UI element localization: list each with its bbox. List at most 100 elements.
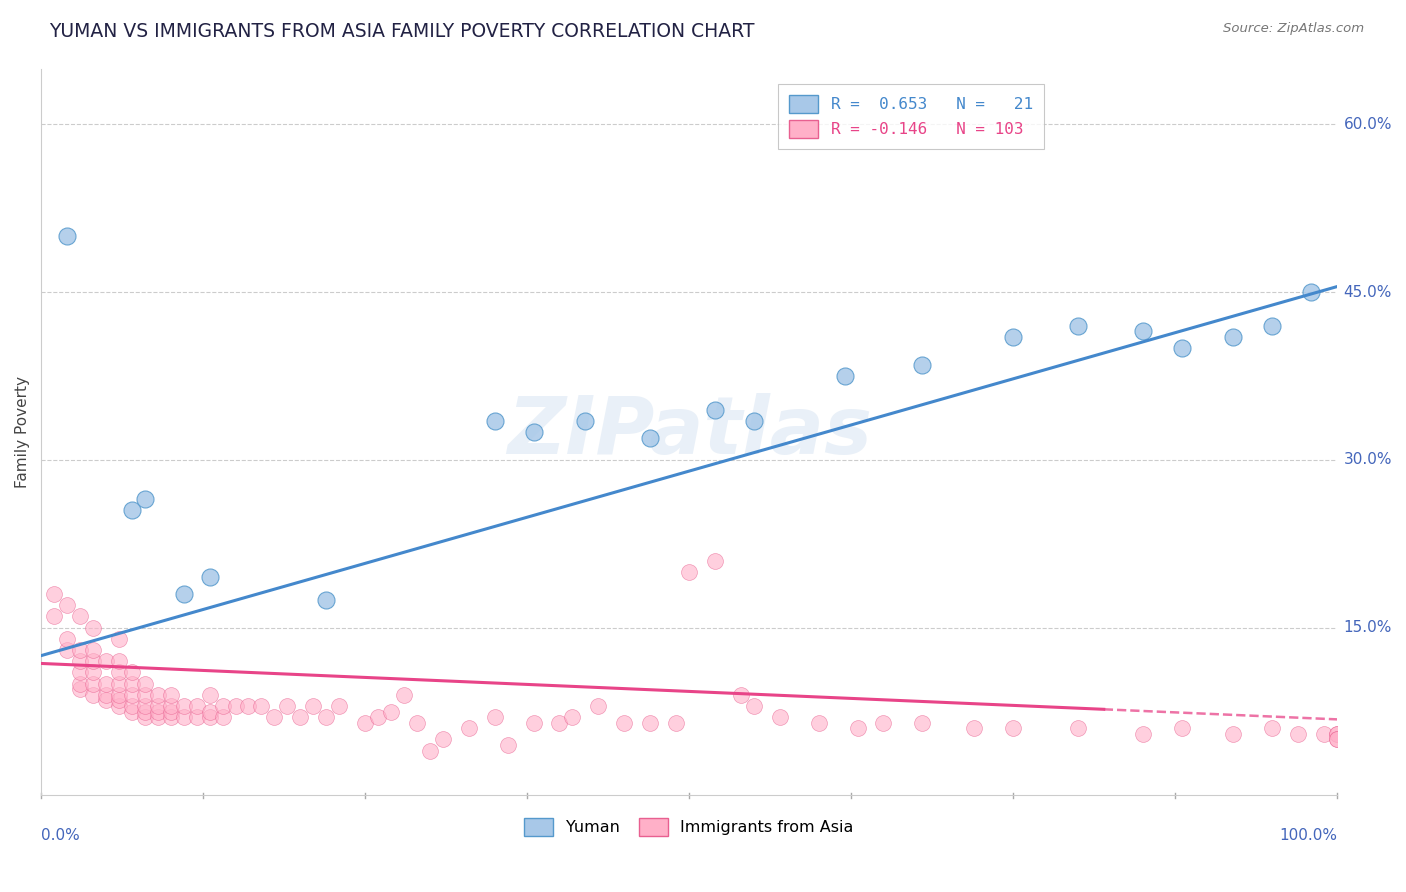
Point bbox=[1170, 341, 1192, 355]
Point bbox=[250, 698, 273, 713]
Point bbox=[1326, 727, 1348, 741]
Text: 30.0%: 30.0% bbox=[1344, 452, 1392, 467]
Point bbox=[638, 431, 661, 445]
Point bbox=[121, 676, 143, 690]
Point bbox=[42, 609, 65, 624]
Point bbox=[146, 705, 169, 719]
Point bbox=[82, 621, 104, 635]
Point bbox=[69, 654, 91, 668]
Point bbox=[1067, 721, 1090, 735]
Point bbox=[911, 358, 934, 372]
Point bbox=[108, 665, 131, 680]
Point bbox=[769, 710, 792, 724]
Text: 0.0%: 0.0% bbox=[41, 828, 80, 843]
Point bbox=[134, 698, 156, 713]
Point bbox=[588, 698, 610, 713]
Point bbox=[121, 665, 143, 680]
Point bbox=[56, 229, 79, 244]
Point bbox=[1261, 318, 1284, 333]
Point bbox=[56, 599, 79, 613]
Point bbox=[302, 698, 325, 713]
Point bbox=[419, 744, 441, 758]
Point bbox=[367, 710, 389, 724]
Point bbox=[1132, 324, 1154, 338]
Point bbox=[290, 710, 312, 724]
Point bbox=[121, 698, 143, 713]
Point bbox=[121, 705, 143, 719]
Point bbox=[94, 693, 117, 707]
Text: Source: ZipAtlas.com: Source: ZipAtlas.com bbox=[1223, 22, 1364, 36]
Point bbox=[704, 553, 727, 567]
Point bbox=[134, 710, 156, 724]
Point bbox=[238, 698, 260, 713]
Point bbox=[1170, 721, 1192, 735]
Point bbox=[432, 732, 454, 747]
Point bbox=[730, 688, 752, 702]
Point bbox=[328, 698, 350, 713]
Point bbox=[198, 705, 221, 719]
Point bbox=[638, 715, 661, 730]
Point bbox=[406, 715, 429, 730]
Point bbox=[704, 402, 727, 417]
Point bbox=[69, 676, 91, 690]
Point bbox=[173, 710, 195, 724]
Point bbox=[134, 688, 156, 702]
Point bbox=[457, 721, 479, 735]
Point bbox=[186, 698, 208, 713]
Point bbox=[548, 715, 571, 730]
Point bbox=[834, 369, 856, 384]
Point bbox=[42, 587, 65, 601]
Point bbox=[1326, 727, 1348, 741]
Point bbox=[94, 688, 117, 702]
Point bbox=[911, 715, 934, 730]
Text: 100.0%: 100.0% bbox=[1279, 828, 1337, 843]
Legend: Yuman, Immigrants from Asia: Yuman, Immigrants from Asia bbox=[517, 812, 860, 842]
Point bbox=[56, 643, 79, 657]
Point bbox=[134, 491, 156, 506]
Point bbox=[665, 715, 688, 730]
Point bbox=[69, 643, 91, 657]
Point bbox=[1222, 727, 1244, 741]
Point bbox=[963, 721, 986, 735]
Point bbox=[1326, 732, 1348, 747]
Point bbox=[69, 682, 91, 697]
Point bbox=[82, 676, 104, 690]
Point bbox=[1286, 727, 1309, 741]
Point bbox=[1313, 727, 1336, 741]
Point bbox=[276, 698, 298, 713]
Point bbox=[159, 705, 181, 719]
Point bbox=[186, 710, 208, 724]
Point bbox=[173, 698, 195, 713]
Point bbox=[82, 654, 104, 668]
Point bbox=[561, 710, 583, 724]
Point bbox=[742, 698, 765, 713]
Point bbox=[613, 715, 636, 730]
Point bbox=[108, 688, 131, 702]
Point bbox=[159, 688, 181, 702]
Point bbox=[108, 693, 131, 707]
Point bbox=[146, 710, 169, 724]
Point bbox=[1002, 330, 1025, 344]
Point bbox=[69, 609, 91, 624]
Point bbox=[146, 688, 169, 702]
Point bbox=[1067, 318, 1090, 333]
Point bbox=[1326, 732, 1348, 747]
Point bbox=[134, 705, 156, 719]
Point bbox=[211, 698, 233, 713]
Point bbox=[159, 710, 181, 724]
Point bbox=[807, 715, 830, 730]
Point bbox=[484, 414, 506, 428]
Point bbox=[94, 654, 117, 668]
Point bbox=[263, 710, 285, 724]
Text: ZIPatlas: ZIPatlas bbox=[506, 393, 872, 471]
Point bbox=[380, 705, 402, 719]
Point bbox=[224, 698, 246, 713]
Point bbox=[134, 676, 156, 690]
Point bbox=[146, 698, 169, 713]
Point bbox=[872, 715, 894, 730]
Point bbox=[121, 688, 143, 702]
Text: 60.0%: 60.0% bbox=[1344, 117, 1392, 132]
Point bbox=[211, 710, 233, 724]
Point bbox=[121, 503, 143, 517]
Point bbox=[198, 570, 221, 584]
